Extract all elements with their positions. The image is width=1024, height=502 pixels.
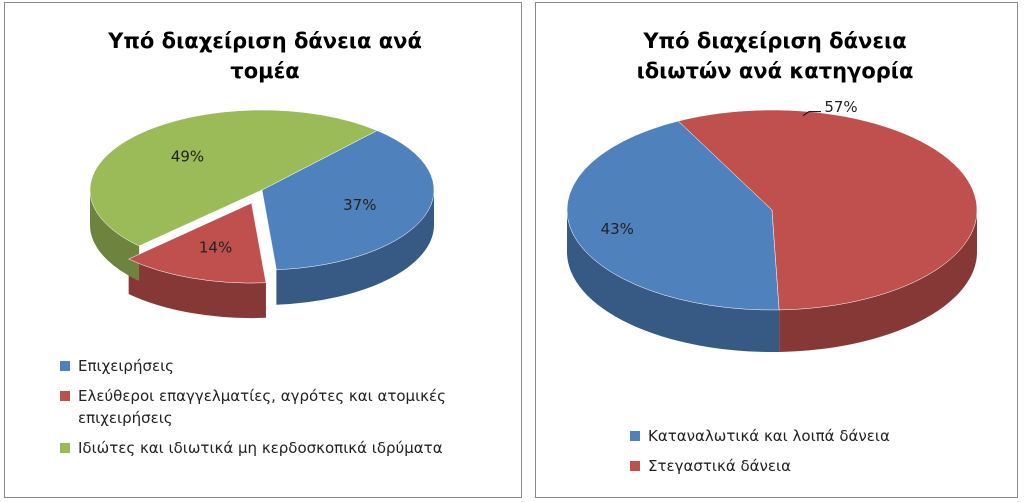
chart-title: Υπό διαχείριση δάνεια ιδιωτών ανά κατηγο… bbox=[636, 29, 914, 83]
legend-item: Στεγαστικά δάνεια bbox=[630, 455, 1000, 477]
legend-label: Καταναλωτικά και λοιπά δάνεια bbox=[648, 427, 890, 445]
pie-slice-side bbox=[779, 210, 977, 352]
legend-swatch bbox=[630, 431, 640, 441]
pie-slice bbox=[566, 120, 780, 311]
chart-title: Υπό διαχείριση δάνεια ανά τομέα bbox=[108, 29, 422, 83]
legend-item: Επιχειρήσεις bbox=[60, 355, 510, 377]
pie-slice bbox=[261, 130, 435, 270]
data-label: 37% bbox=[343, 196, 376, 214]
data-label: 14% bbox=[199, 239, 232, 257]
pie-slice bbox=[677, 109, 978, 311]
legend-item: Ιδιώτες και ιδιωτικά μη κερδοσκοπικά ιδρ… bbox=[60, 437, 510, 459]
legend-swatch bbox=[60, 443, 70, 453]
leader-line bbox=[802, 111, 822, 117]
legend-swatch bbox=[60, 361, 70, 371]
legend-label: Ελεύθεροι επαγγελματίες, αγρότες και ατο… bbox=[78, 387, 446, 427]
legend-swatch bbox=[60, 391, 70, 401]
legend-item: Καταναλωτικά και λοιπά δάνεια bbox=[630, 425, 1000, 447]
legend-swatch bbox=[630, 461, 640, 471]
pie-slice-side bbox=[276, 190, 434, 305]
data-label: 57% bbox=[824, 98, 857, 116]
pie-slice bbox=[89, 109, 378, 247]
pie-slice-side bbox=[90, 190, 140, 281]
legend-item: Ελεύθεροι επαγγελματίες, αγρότες και ατο… bbox=[60, 385, 510, 429]
legend: Καταναλωτικά και λοιπά δάνεια Στεγαστικά … bbox=[630, 425, 1000, 485]
pie-slice bbox=[128, 202, 267, 284]
pie-slice-side bbox=[567, 210, 780, 352]
legend-label: Ιδιώτες και ιδιωτικά μη κερδοσκοπικά ιδρ… bbox=[78, 439, 443, 457]
panel bbox=[4, 2, 522, 498]
legend-label: Επιχειρήσεις bbox=[78, 357, 174, 375]
data-label: 49% bbox=[171, 147, 204, 165]
pie-slice-side bbox=[128, 259, 266, 319]
legend: Επιχειρήσεις Ελεύθεροι επαγγελματίες, αγρ… bbox=[60, 355, 510, 467]
legend-label: Στεγαστικά δάνεια bbox=[648, 457, 792, 475]
data-label: 43% bbox=[601, 220, 634, 238]
